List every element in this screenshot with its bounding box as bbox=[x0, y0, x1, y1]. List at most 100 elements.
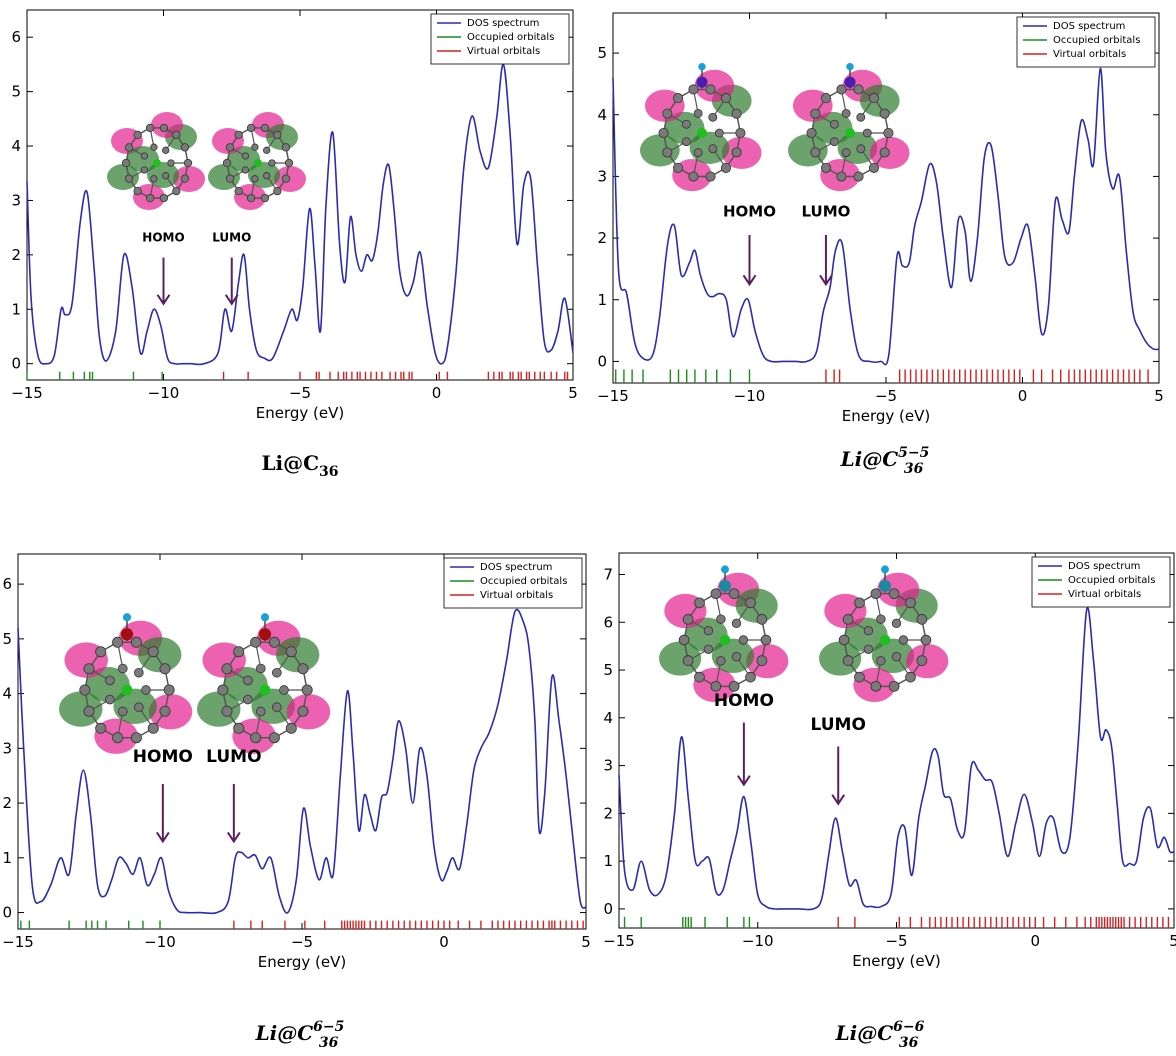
heteroatom bbox=[719, 579, 731, 592]
carbon-atom bbox=[221, 705, 233, 717]
carbon-atom bbox=[83, 663, 95, 675]
x-tick-label: 5 bbox=[1169, 932, 1176, 950]
legend-entry: Occupied orbitals bbox=[480, 576, 567, 587]
carbon-atom bbox=[217, 684, 229, 696]
x-axis-label: Energy (eV) bbox=[258, 953, 346, 971]
carbon-atom bbox=[83, 705, 95, 717]
caption-subscript: 36 bbox=[319, 1035, 339, 1051]
orbital-lobe bbox=[107, 164, 139, 190]
panel-caption: Li@C6−6 36 bbox=[835, 1019, 925, 1051]
carbon-atom bbox=[112, 732, 124, 744]
x-tick-label: −15 bbox=[2, 933, 34, 951]
lumo-label: LUMO bbox=[811, 715, 866, 735]
caption-superscript: 6−6 bbox=[893, 1019, 924, 1035]
orbital-lobe bbox=[788, 134, 828, 167]
carbon-atom bbox=[134, 667, 144, 678]
molecule-orbital-image bbox=[197, 613, 331, 754]
carbon-atom bbox=[829, 137, 839, 147]
carbon-atom bbox=[703, 626, 714, 636]
carbon-atom bbox=[841, 108, 851, 118]
carbon-atom bbox=[255, 663, 266, 674]
carbon-atom bbox=[225, 174, 235, 183]
x-axis-label: Energy (eV) bbox=[852, 952, 940, 970]
carbon-atom bbox=[720, 162, 732, 173]
caption-superscript: 6−5 bbox=[313, 1019, 344, 1035]
carbon-atom bbox=[117, 706, 128, 717]
x-tick-label: −15 bbox=[597, 387, 629, 405]
x-tick-label: 5 bbox=[581, 933, 591, 951]
orbital-lobe bbox=[859, 84, 900, 117]
hydrogen-atom bbox=[698, 62, 706, 71]
carbon-atom bbox=[268, 732, 280, 744]
carbon-atom bbox=[863, 644, 874, 654]
caption-base: Li@C bbox=[835, 1021, 894, 1045]
molecule-orbital-image bbox=[107, 112, 205, 210]
arrow-head bbox=[831, 794, 846, 806]
carbon-atom bbox=[842, 655, 854, 666]
carbon-atom bbox=[124, 143, 134, 152]
carbon-atom bbox=[140, 152, 149, 160]
carbon-atom bbox=[856, 112, 866, 122]
caption-subscript: 36 bbox=[904, 461, 924, 477]
y-tick-label: 4 bbox=[597, 106, 607, 124]
legend-entry: Occupied orbitals bbox=[1068, 575, 1155, 586]
carbon-atom bbox=[756, 655, 768, 666]
carbon-atom bbox=[681, 119, 691, 129]
hydrogen-atom bbox=[721, 565, 729, 574]
chart-panel: −15 −10 −5 0 5 0 1 2 3 4 5 6 Energy (eV) HOMO LUMO DOS … bbox=[11, 9, 578, 480]
caption-superscript: 5−5 bbox=[898, 445, 929, 461]
carbon-atom bbox=[246, 193, 256, 203]
molecule-orbital-image bbox=[640, 62, 762, 192]
carbon-atom bbox=[250, 732, 262, 744]
homo-label: HOMO bbox=[714, 691, 774, 711]
carbon-atom bbox=[147, 722, 159, 734]
x-tick-label: −5 bbox=[885, 932, 907, 950]
orbital-lobe bbox=[819, 641, 862, 676]
carbon-atom bbox=[678, 634, 690, 646]
carbon-atom bbox=[159, 705, 171, 717]
legend-entry: Occupied orbitals bbox=[467, 32, 554, 43]
arrow-head bbox=[156, 831, 170, 844]
carbon-atom bbox=[105, 675, 115, 686]
carbon-atom bbox=[891, 618, 902, 628]
x-axis-label: Energy (eV) bbox=[256, 404, 344, 422]
x-tick-label: −15 bbox=[603, 932, 635, 950]
carbon-atom bbox=[279, 685, 289, 695]
lithium-atom bbox=[845, 128, 855, 138]
chart-panel: −15 −10 −5 0 5 0 1 2 3 4 5 6 7 Energy (eV) HOMO LUMO DOS… bbox=[603, 552, 1176, 1051]
carbon-atom bbox=[716, 614, 726, 624]
y-tick-label: 1 bbox=[11, 300, 21, 318]
y-tick-label: 5 bbox=[2, 630, 12, 648]
carbon-atom bbox=[853, 171, 864, 182]
carbon-atom bbox=[662, 147, 673, 158]
x-tick-label: −5 bbox=[875, 387, 897, 405]
carbon-atom bbox=[854, 597, 865, 609]
dos-curve bbox=[618, 606, 1175, 911]
lumo-label: LUMO bbox=[206, 747, 261, 767]
orbital-lobe bbox=[640, 134, 680, 167]
carbon-atom bbox=[233, 722, 245, 734]
dos-curve bbox=[612, 67, 1160, 366]
legend-entry: Occupied orbitals bbox=[1053, 35, 1140, 46]
y-tick-label: 6 bbox=[603, 613, 613, 631]
lithium-atom bbox=[259, 684, 271, 696]
y-tick-label: 2 bbox=[2, 794, 12, 812]
carbon-atom bbox=[841, 148, 851, 158]
dos-curve bbox=[26, 63, 574, 366]
carbon-atom bbox=[268, 159, 276, 167]
molecule-orbital-image bbox=[208, 112, 306, 210]
orbital-lobe bbox=[286, 694, 331, 730]
carbon-atom bbox=[693, 108, 703, 118]
lithium-atom bbox=[254, 159, 262, 167]
legend-entry: Virtual orbitals bbox=[1068, 589, 1141, 600]
molecule-orbital-image bbox=[59, 613, 193, 754]
carbon-atom bbox=[705, 171, 716, 182]
legend: DOS spectrum Occupied orbitals Virtual orb… bbox=[430, 13, 570, 65]
carbon-atom bbox=[662, 108, 673, 119]
lumo-label: LUMO bbox=[801, 203, 850, 221]
carbon-atom bbox=[716, 656, 726, 666]
carbon-atom bbox=[760, 634, 772, 646]
carbon-atom bbox=[121, 158, 131, 168]
carbon-atom bbox=[838, 634, 850, 646]
